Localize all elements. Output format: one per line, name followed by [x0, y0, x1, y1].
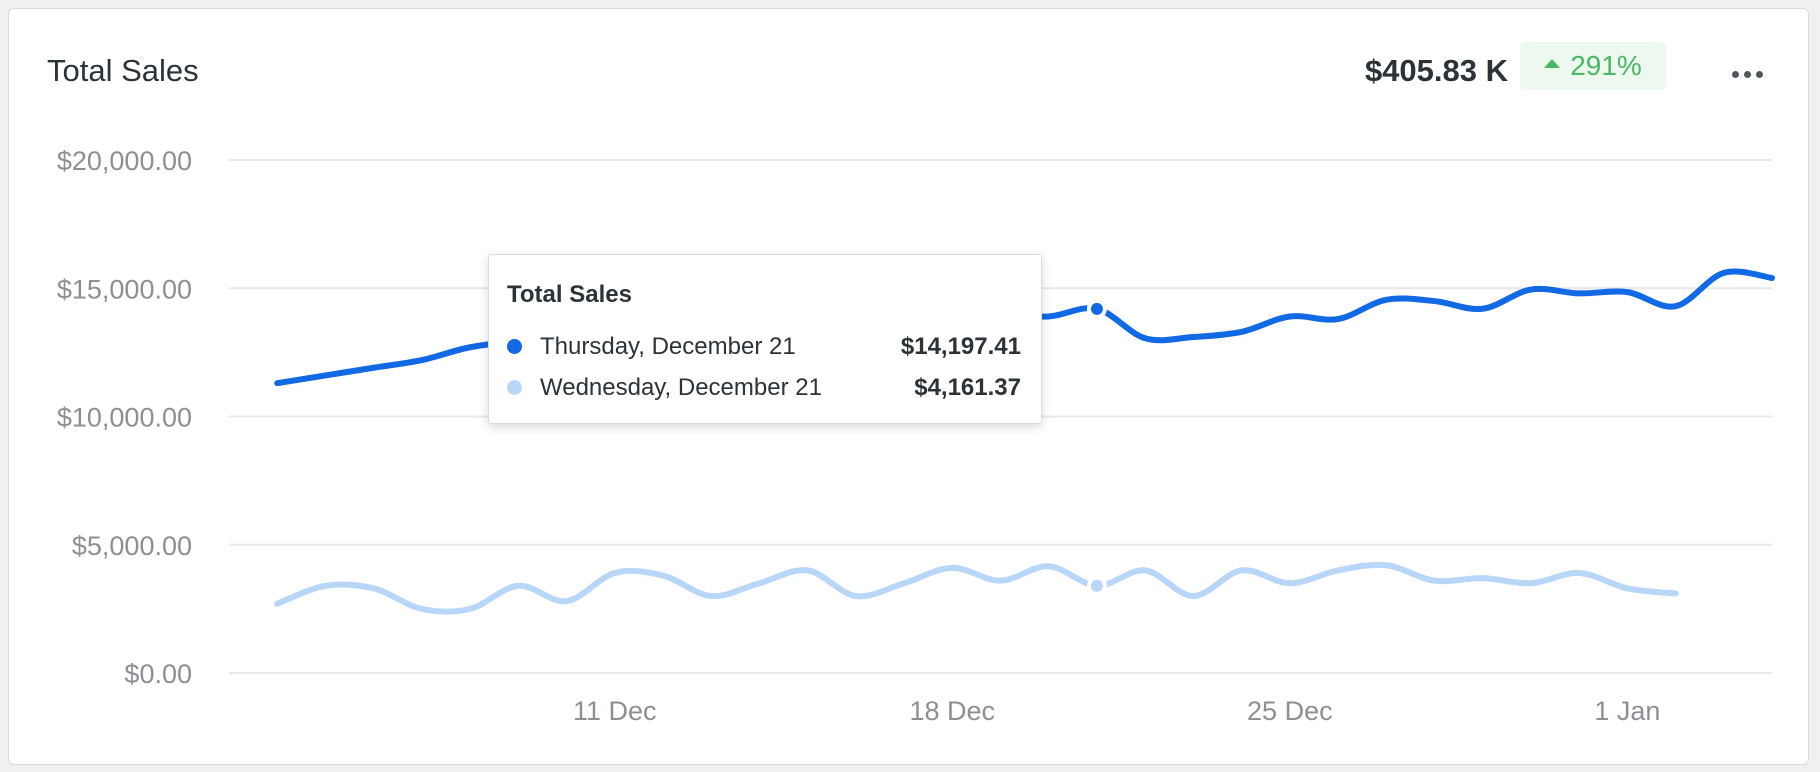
legend-dot-secondary — [507, 380, 522, 395]
y-tick-label: $0.00 — [124, 659, 192, 689]
tooltip-row-secondary: Wednesday, December 21 $4,161.37 — [507, 367, 1021, 408]
x-tick-label: 18 Dec — [910, 696, 996, 726]
tooltip-value-secondary: $4,161.37 — [914, 374, 1021, 402]
series-line-secondary — [277, 565, 1675, 612]
tooltip-title: Total Sales — [507, 281, 1021, 309]
tooltip-value-primary: $14,197.41 — [901, 333, 1021, 361]
chart-tooltip: Total Sales Thursday, December 21 $14,19… — [488, 254, 1042, 424]
x-tick-label: 11 Dec — [573, 696, 657, 726]
tooltip-row-primary: Thursday, December 21 $14,197.41 — [507, 326, 1021, 367]
tooltip-label-secondary: Wednesday, December 21 — [540, 374, 914, 402]
x-tick-label: 25 Dec — [1247, 696, 1333, 726]
hover-marker-primary — [1091, 303, 1103, 315]
legend-dot-primary — [507, 339, 522, 354]
tooltip-label-primary: Thursday, December 21 — [540, 333, 901, 361]
y-tick-label: $20,000.00 — [57, 146, 192, 176]
y-tick-label: $15,000.00 — [57, 274, 192, 304]
x-tick-label: 1 Jan — [1594, 696, 1660, 726]
hover-marker-secondary — [1091, 580, 1103, 592]
y-tick-label: $10,000.00 — [57, 403, 192, 433]
y-tick-label: $5,000.00 — [72, 531, 192, 561]
